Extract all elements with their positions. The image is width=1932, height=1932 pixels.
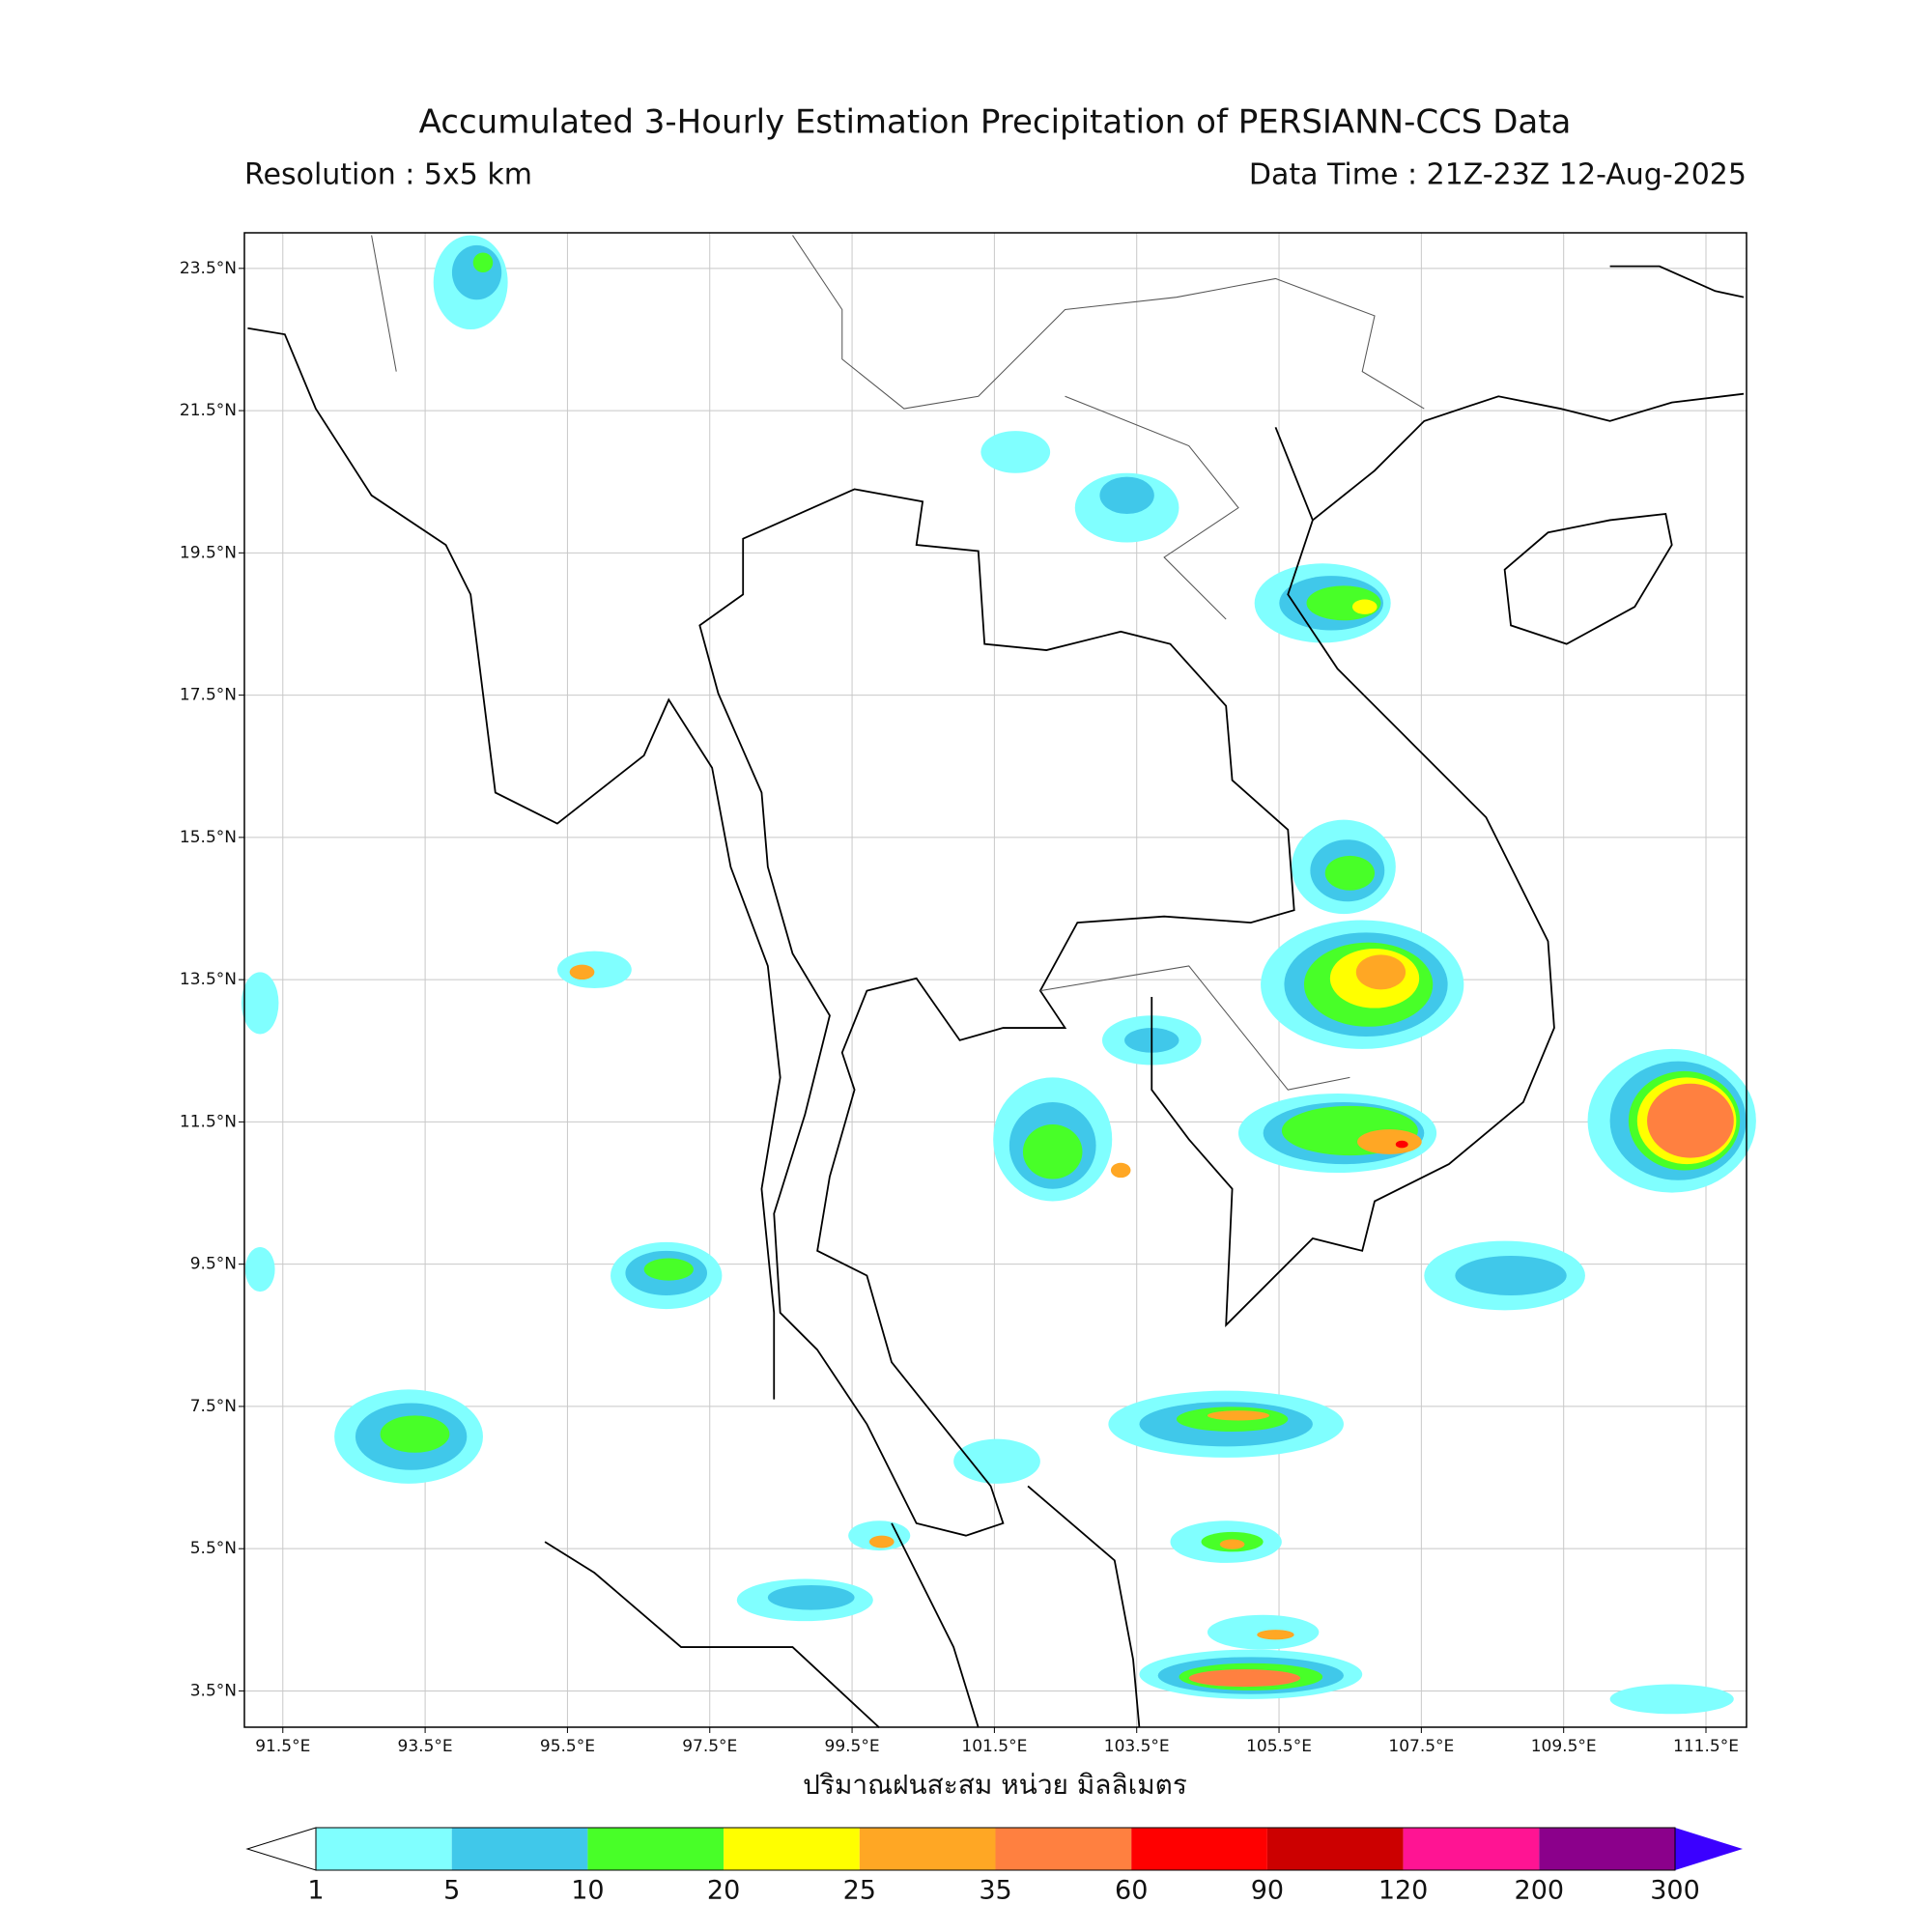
rain-cell xyxy=(1261,920,1464,1049)
rain-cell xyxy=(241,972,1734,1715)
colorbar-segment xyxy=(316,1828,452,1870)
x-tick-label: 95.5°E xyxy=(540,1737,595,1756)
colorbar-label: 1 xyxy=(307,1876,324,1906)
colorbar-frame xyxy=(315,1827,1676,1871)
colorbar-label: 5 xyxy=(443,1876,460,1906)
x-tick-label: 107.5°E xyxy=(1388,1737,1454,1756)
rain-cell xyxy=(1170,1240,1585,1563)
y-tick-label: 7.5°N xyxy=(190,1397,237,1416)
colorbar-segment xyxy=(1266,1828,1404,1870)
y-tick-label: 9.5°N xyxy=(190,1255,237,1274)
colorbar-label: 35 xyxy=(979,1876,1011,1906)
y-tick-label: 13.5°N xyxy=(180,970,237,989)
rain-cell xyxy=(993,1077,1131,1202)
y-tick-label: 5.5°N xyxy=(190,1539,237,1558)
coastline xyxy=(1312,265,1745,522)
x-tick-label: 109.5°E xyxy=(1531,1737,1597,1756)
y-tick-label: 11.5°N xyxy=(180,1112,237,1131)
colorbar-segment xyxy=(1131,1828,1267,1870)
y-tick-label: 17.5°N xyxy=(180,686,237,705)
colorbar-label: 200 xyxy=(1515,1876,1565,1906)
colorbar-over xyxy=(1675,1828,1743,1870)
x-tick-label: 99.5°E xyxy=(825,1737,880,1756)
map-title: Accumulated 3-Hourly Estimation Precipit… xyxy=(419,103,1572,142)
colorbar-segment xyxy=(724,1828,860,1870)
coastline xyxy=(247,327,781,1400)
rain-cell xyxy=(1292,819,1396,915)
colorbar-label: 25 xyxy=(843,1876,876,1906)
colorbar-label: 300 xyxy=(1650,1876,1700,1906)
resolution: Resolution : 5x5 km xyxy=(244,158,532,192)
rain-cell xyxy=(556,951,911,1622)
colorbar-segment xyxy=(587,1828,724,1870)
x-tick-label: 93.5°E xyxy=(398,1737,453,1756)
colorbar-segment xyxy=(451,1828,588,1870)
rain-cell xyxy=(433,235,1179,543)
rain-cell xyxy=(1238,1094,1437,1174)
colorbar-segment xyxy=(1539,1828,1675,1870)
rain-cell xyxy=(334,1389,483,1484)
rain-cell xyxy=(1139,1614,1363,1699)
y-tick-label: 15.5°N xyxy=(180,828,237,847)
colorbar: 1 5 10 20 25 35 60 90 120 200 300 xyxy=(245,1827,1743,1906)
y-tick-label: 19.5°N xyxy=(180,543,237,562)
country-border xyxy=(371,235,1425,1091)
x-tick-label: 103.5°E xyxy=(1104,1737,1170,1756)
x-tick-label: 97.5°E xyxy=(682,1737,737,1756)
colorbar-label: 60 xyxy=(1115,1876,1148,1906)
x-tick-label: 101.5°E xyxy=(961,1737,1027,1756)
x-axis-label: ปริมาณฝนสะสม หน่วย มิลลิเมตร xyxy=(803,1769,1187,1801)
y-tick-label: 21.5°N xyxy=(180,401,237,420)
axis-ticks: 91.5°E 93.5°E 95.5°E 97.5°E 99.5°E 101.5°E 103… xyxy=(180,259,1739,1756)
hainan xyxy=(1503,513,1673,645)
thailand-outline xyxy=(698,488,1295,1537)
colorbar-label: 90 xyxy=(1251,1876,1284,1906)
precipitation-layer xyxy=(241,235,1756,1715)
colorbar-label: 10 xyxy=(571,1876,604,1906)
rain-cell xyxy=(1587,1048,1756,1193)
colorbar-segment xyxy=(995,1828,1132,1870)
rain-cell xyxy=(1254,563,1391,643)
colorbar-label: 120 xyxy=(1378,1876,1429,1906)
coastline xyxy=(1151,426,1555,1328)
x-tick-label: 111.5°E xyxy=(1673,1737,1739,1756)
y-tick-label: 3.5°N xyxy=(190,1681,237,1700)
boundaries xyxy=(247,235,1745,1729)
coastline xyxy=(544,1485,1141,1729)
y-tick-label: 23.5°N xyxy=(180,259,237,278)
colorbar-segment xyxy=(859,1828,996,1870)
rain-cell xyxy=(611,1241,723,1310)
colorbar-label: 20 xyxy=(707,1876,740,1906)
data-time: Data Time : 21Z-23Z 12-Aug-2025 xyxy=(1249,158,1747,192)
rain-cell xyxy=(1108,1390,1344,1458)
colorbar-segment xyxy=(1403,1828,1540,1870)
x-tick-label: 91.5°E xyxy=(255,1737,310,1756)
x-tick-label: 105.5°E xyxy=(1246,1737,1312,1756)
colorbar-under xyxy=(245,1827,317,1871)
